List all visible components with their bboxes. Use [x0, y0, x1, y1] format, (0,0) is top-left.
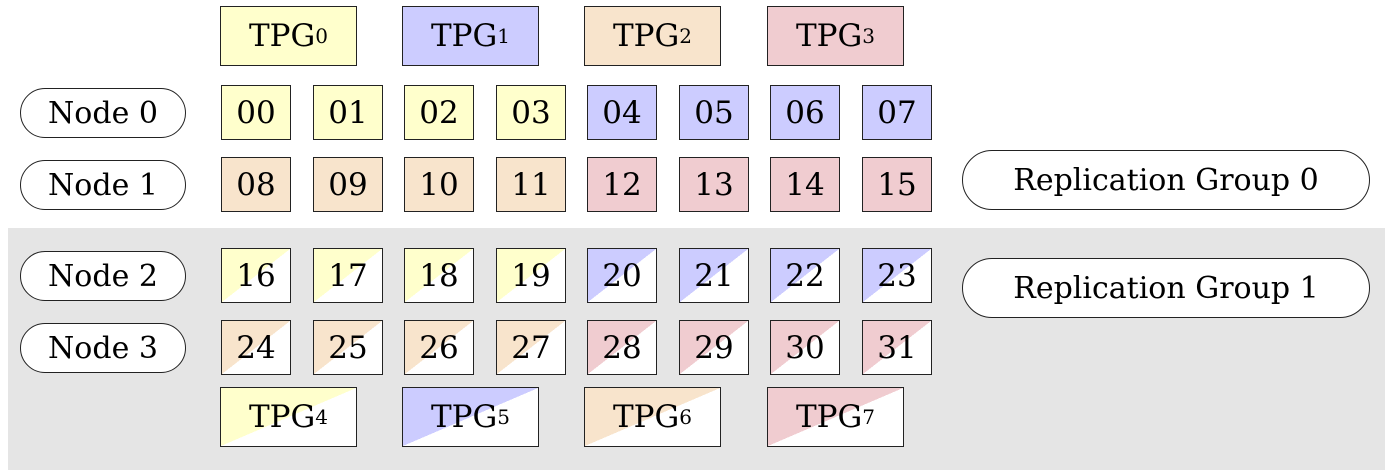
replication-group-label: Replication Group 1 — [962, 258, 1370, 318]
tpg-label: TPG — [430, 18, 498, 54]
gpu-cell: 04 — [587, 85, 657, 140]
gpu-cell: 24 — [221, 320, 291, 375]
gpu-cell: 19 — [496, 248, 566, 303]
tpg-index: 2 — [679, 24, 693, 48]
gpu-cell: 22 — [770, 248, 840, 303]
tpg-label: TPG — [795, 18, 863, 54]
tpg-label: TPG — [248, 18, 316, 54]
gpu-cell: 28 — [587, 320, 657, 375]
gpu-cell: 05 — [679, 85, 749, 140]
tpg-box: TPG 2 — [584, 6, 721, 66]
gpu-cell: 20 — [587, 248, 657, 303]
gpu-cell: 13 — [679, 157, 749, 212]
tpg-box: TPG 0 — [220, 6, 357, 66]
tpg-box: TPG 1 — [402, 6, 539, 66]
tpg-index: 4 — [315, 405, 329, 429]
tpg-box: TPG 7 — [767, 387, 904, 447]
gpu-cell: 07 — [862, 85, 932, 140]
tpg-index: 0 — [315, 24, 329, 48]
tpg-label: TPG — [248, 399, 316, 435]
tpg-label: TPG — [612, 18, 680, 54]
node-label: Node 2 — [20, 251, 186, 301]
gpu-cell: 12 — [587, 157, 657, 212]
gpu-cell: 29 — [679, 320, 749, 375]
gpu-cell: 14 — [770, 157, 840, 212]
tpg-label: TPG — [612, 399, 680, 435]
gpu-cell: 16 — [221, 248, 291, 303]
gpu-cell: 17 — [313, 248, 383, 303]
gpu-cell: 27 — [496, 320, 566, 375]
gpu-cell: 25 — [313, 320, 383, 375]
tpg-index: 7 — [862, 405, 876, 429]
node-label: Node 3 — [20, 323, 186, 373]
gpu-cell: 01 — [313, 85, 383, 140]
gpu-cell: 09 — [313, 157, 383, 212]
tpg-index: 3 — [862, 24, 876, 48]
gpu-cell: 21 — [679, 248, 749, 303]
gpu-cell: 15 — [862, 157, 932, 212]
gpu-cell: 06 — [770, 85, 840, 140]
replication-group-label: Replication Group 0 — [962, 150, 1370, 210]
node-label: Node 1 — [20, 160, 186, 210]
tpg-box: TPG 3 — [767, 6, 904, 66]
tpg-label: TPG — [430, 399, 498, 435]
tpg-box: TPG 6 — [584, 387, 721, 447]
gpu-cell: 03 — [496, 85, 566, 140]
tpg-box: TPG 5 — [402, 387, 539, 447]
tpg-index: 5 — [497, 405, 511, 429]
gpu-cell: 08 — [221, 157, 291, 212]
tpg-box: TPG 4 — [220, 387, 357, 447]
tpg-index: 1 — [497, 24, 511, 48]
tpg-label: TPG — [795, 399, 863, 435]
node-label: Node 0 — [20, 88, 186, 138]
gpu-cell: 30 — [770, 320, 840, 375]
gpu-cell: 10 — [404, 157, 474, 212]
gpu-cell: 00 — [221, 85, 291, 140]
gpu-cell: 02 — [404, 85, 474, 140]
gpu-cell: 26 — [404, 320, 474, 375]
gpu-cell: 23 — [862, 248, 932, 303]
gpu-cell: 18 — [404, 248, 474, 303]
gpu-cell: 11 — [496, 157, 566, 212]
gpu-cell: 31 — [862, 320, 932, 375]
tpg-index: 6 — [679, 405, 693, 429]
